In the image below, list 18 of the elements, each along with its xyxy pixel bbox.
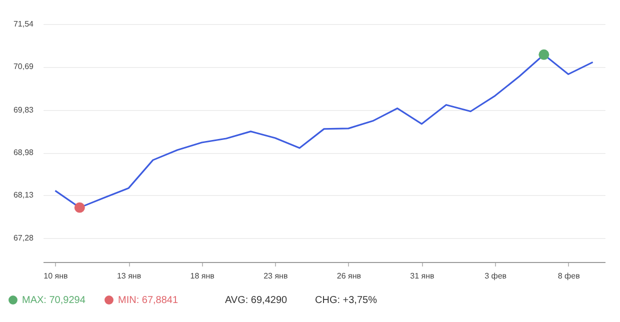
- y-tick-label: 67,28: [13, 233, 34, 242]
- legend-label: MIN: 67,8841: [118, 295, 178, 306]
- legend-label: MAX: 70,9294: [22, 295, 86, 306]
- x-tick-label: 18 янв: [190, 272, 214, 280]
- x-tick-label: 3 фев: [484, 272, 507, 280]
- text: AVG: 69,4290: [225, 295, 288, 306]
- text: CHG: +3,75%: [315, 295, 378, 306]
- x-tick-label: 26 янв: [336, 272, 361, 280]
- x-tick-label: 23 янв: [264, 272, 288, 280]
- x-tick-label: 8 фев: [558, 272, 580, 280]
- y-tick-label: 68,98: [13, 148, 34, 158]
- y-tick-label: 69,83: [13, 105, 34, 114]
- x-tick-label: 13 янв: [116, 272, 142, 280]
- x-tick-label: 10 янв: [44, 272, 68, 280]
- y-tick-label: 71,54: [13, 20, 34, 28]
- y-tick-label: 70,69: [13, 62, 34, 72]
- x-tick-label: 31 янв: [410, 272, 434, 280]
- y-tick-label: 68,13: [13, 190, 34, 200]
